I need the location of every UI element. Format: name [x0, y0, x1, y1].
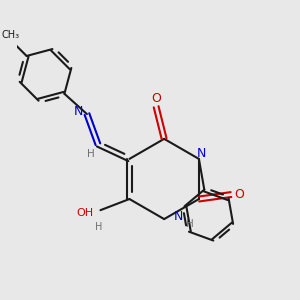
Text: OH: OH	[76, 208, 94, 218]
Text: N: N	[74, 105, 83, 118]
Text: H: H	[87, 149, 95, 159]
Text: N: N	[174, 210, 183, 224]
Text: O: O	[151, 92, 161, 105]
Text: H: H	[94, 222, 102, 232]
Text: O: O	[234, 188, 244, 201]
Text: N: N	[196, 147, 206, 160]
Text: CH₃: CH₃	[1, 30, 19, 40]
Text: H: H	[186, 219, 193, 230]
